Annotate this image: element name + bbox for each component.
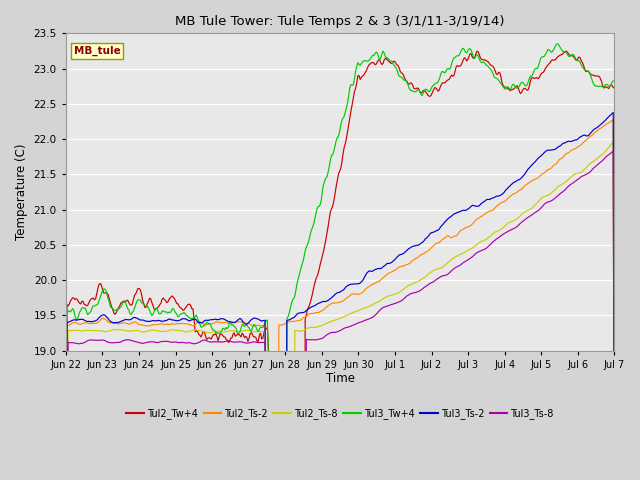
Y-axis label: Temperature (C): Temperature (C) <box>15 144 28 240</box>
Text: MB_tule: MB_tule <box>74 46 121 56</box>
Title: MB Tule Tower: Tule Temps 2 & 3 (3/1/11-3/19/14): MB Tule Tower: Tule Temps 2 & 3 (3/1/11-… <box>175 15 505 28</box>
X-axis label: Time: Time <box>326 372 355 385</box>
Legend: Tul2_Tw+4, Tul2_Ts-2, Tul2_Ts-8, Tul3_Tw+4, Tul3_Ts-2, Tul3_Ts-8: Tul2_Tw+4, Tul2_Ts-2, Tul2_Ts-8, Tul3_Tw… <box>123 405 557 423</box>
